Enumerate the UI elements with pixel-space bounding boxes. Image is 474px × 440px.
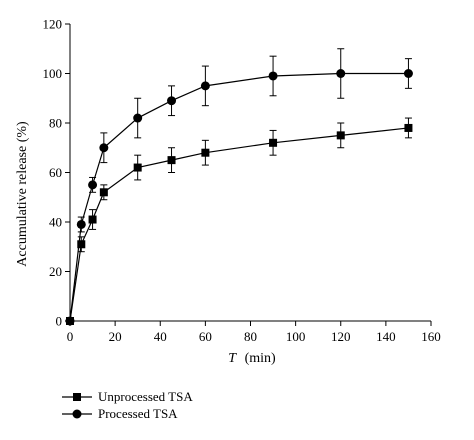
y-tick-label: 60	[49, 165, 62, 180]
x-axis-title: T (min)	[228, 351, 276, 366]
legend-marker-square	[73, 393, 81, 401]
data-point-unprocessed	[77, 240, 86, 249]
data-point-unprocessed	[269, 138, 278, 147]
legend-label-unprocessed: Unprocessed TSA	[98, 389, 193, 404]
data-point-unprocessed	[88, 215, 97, 224]
data-point-processed	[65, 316, 75, 326]
legend-label-processed: Processed TSA	[98, 406, 178, 421]
x-tick-label: 80	[244, 329, 257, 344]
series-line-processed	[69, 72, 409, 322]
x-tick-label: 140	[376, 329, 396, 344]
series-unprocessed	[66, 117, 413, 325]
data-point-processed	[403, 69, 413, 78]
y-tick-label: 120	[43, 17, 63, 32]
x-tick-label: 40	[154, 329, 167, 344]
data-point-processed	[99, 143, 109, 153]
data-point-processed	[268, 71, 278, 81]
x-tick-label: 60	[199, 329, 212, 344]
series-processed	[65, 48, 413, 326]
data-point-processed	[167, 96, 177, 106]
x-tick-label: 160	[421, 329, 441, 344]
x-axis-unit: (min)	[245, 351, 276, 366]
data-point-unprocessed	[336, 131, 345, 140]
legend-item-unprocessed: Unprocessed TSA	[62, 389, 193, 404]
data-point-unprocessed	[201, 148, 210, 157]
y-tick-label: 0	[56, 314, 63, 329]
data-point-unprocessed	[133, 163, 142, 172]
axes	[69, 24, 431, 322]
y-axis-title: Accumulative release (%)	[15, 121, 30, 267]
y-tick-label: 80	[49, 116, 62, 131]
y-tick-label: 20	[49, 264, 62, 279]
data-point-processed	[336, 69, 346, 78]
data-point-unprocessed	[167, 156, 176, 165]
legend: Unprocessed TSA Processed TSA	[62, 389, 193, 421]
x-axis-variable: T	[228, 351, 237, 366]
x-tick-label: 0	[67, 329, 74, 344]
data-point-processed	[88, 180, 98, 190]
data-point-processed	[200, 81, 210, 91]
ticks: 0 20 40 60 80 100 120 0 20 40 60 80 100 120 140 160	[43, 17, 441, 345]
series-line-unprocessed	[69, 127, 409, 322]
legend-item-processed: Processed TSA	[62, 406, 178, 421]
x-tick-label: 20	[109, 329, 122, 344]
data-point-processed	[76, 219, 86, 229]
y-tick-label: 100	[43, 66, 63, 81]
x-tick-label: 100	[286, 329, 306, 344]
data-point-unprocessed	[99, 188, 108, 197]
data-point-processed	[133, 113, 143, 123]
x-tick-label: 120	[331, 329, 351, 344]
legend-marker-circle	[72, 409, 82, 419]
data-point-unprocessed	[404, 123, 413, 132]
y-tick-label: 40	[49, 215, 62, 230]
series-layer	[65, 48, 413, 326]
